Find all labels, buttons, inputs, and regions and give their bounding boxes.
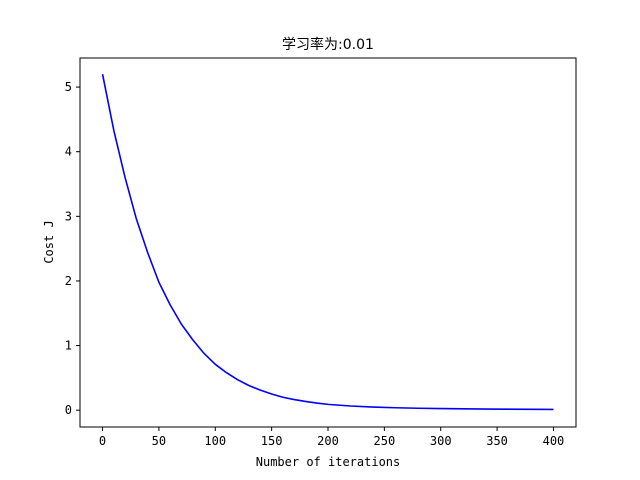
y-tick-label: 3 — [65, 209, 72, 223]
plot-frame — [79, 57, 577, 428]
x-tick-label: 400 — [543, 434, 565, 448]
y-axis: 0 1 2 3 4 5 — [65, 80, 80, 417]
series-line — [101, 74, 554, 411]
plot-border — [79, 57, 577, 428]
x-tick-label: 250 — [374, 434, 396, 448]
y-tick-label: 2 — [65, 274, 72, 288]
chart-title: 学习率为:0.01 — [282, 36, 374, 53]
x-tick-label: 200 — [317, 434, 339, 448]
x-tick-label: 300 — [430, 434, 452, 448]
x-tick-label: 0 — [99, 434, 106, 448]
y-tick-label: 4 — [65, 145, 72, 159]
x-axis: 0 50 100 150 200 250 300 350 400 — [99, 427, 564, 448]
x-tick-label: 100 — [204, 434, 226, 448]
y-tick-label: 0 — [65, 403, 72, 417]
x-tick-label: 50 — [152, 434, 166, 448]
y-tick-label: 1 — [65, 339, 72, 353]
x-tick-label: 150 — [261, 434, 283, 448]
y-axis-label: Cost J — [42, 220, 56, 263]
series-layer — [101, 74, 554, 411]
y-tick-label: 5 — [65, 80, 72, 94]
x-axis-label: Number of iterations — [256, 455, 401, 469]
x-tick-label: 350 — [486, 434, 508, 448]
